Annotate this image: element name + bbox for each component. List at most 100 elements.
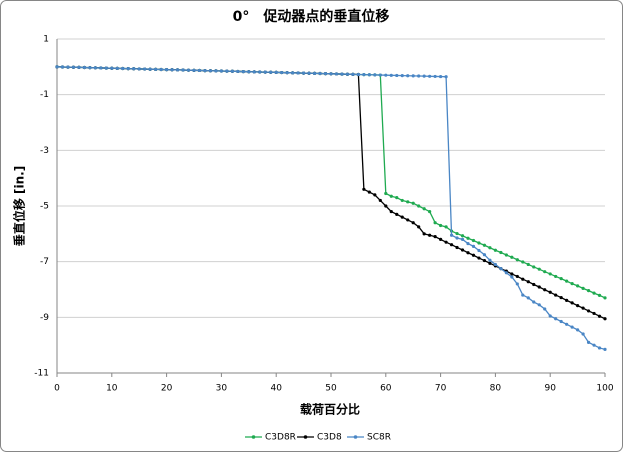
- series-marker: [384, 191, 388, 196]
- series-marker: [230, 69, 234, 73]
- series-marker: [417, 225, 421, 229]
- series-marker: [82, 65, 86, 70]
- series-marker: [411, 201, 415, 205]
- series-marker: [378, 73, 382, 77]
- series-marker: [488, 261, 492, 265]
- series-marker: [565, 298, 569, 302]
- series-marker: [389, 194, 393, 198]
- y-axis-title: 垂直位移 [in.]: [12, 166, 27, 246]
- y-tick-label: -11: [34, 369, 49, 379]
- series-marker: [471, 253, 476, 257]
- series-marker: [537, 267, 541, 271]
- series-marker: [570, 301, 574, 305]
- legend-marker: [303, 435, 308, 439]
- series-marker: [576, 328, 580, 332]
- series-marker: [565, 279, 569, 283]
- x-tick-label: 10: [106, 384, 118, 394]
- series-marker: [417, 204, 421, 208]
- series-marker: [384, 204, 388, 208]
- series-marker: [181, 68, 185, 72]
- series-marker: [493, 248, 497, 252]
- x-tick-label: 50: [325, 384, 337, 394]
- series-marker: [428, 233, 432, 237]
- series-marker: [570, 325, 574, 329]
- series-marker: [422, 207, 426, 211]
- series-marker: [499, 250, 503, 255]
- series-marker: [384, 73, 388, 77]
- series-marker: [362, 187, 366, 191]
- series-marker: [526, 280, 530, 284]
- series-marker: [521, 293, 525, 297]
- series-marker: [236, 69, 240, 74]
- series-marker: [143, 67, 147, 71]
- series-marker: [154, 67, 158, 71]
- series-marker: [340, 72, 344, 76]
- x-tick-label: 90: [544, 384, 556, 394]
- x-tick-label: 0: [54, 384, 60, 394]
- series-marker: [532, 300, 536, 304]
- series-marker: [323, 72, 328, 76]
- series-marker: [104, 66, 108, 70]
- series-marker: [159, 67, 163, 72]
- x-tick-label: 40: [270, 384, 282, 394]
- series-marker: [466, 236, 470, 240]
- series-marker: [373, 73, 377, 77]
- series-marker: [592, 311, 596, 316]
- series-marker: [99, 66, 103, 70]
- series-marker: [510, 275, 514, 279]
- series-marker: [428, 209, 432, 214]
- series-marker: [504, 253, 508, 257]
- series-marker: [433, 74, 437, 79]
- series-marker: [433, 235, 437, 239]
- series-marker: [504, 271, 508, 275]
- series-marker: [548, 314, 552, 318]
- series-marker: [559, 277, 563, 281]
- series-marker: [586, 289, 591, 293]
- series-marker: [460, 237, 465, 241]
- y-tick-label: -3: [40, 146, 49, 156]
- series-marker: [258, 70, 262, 74]
- series-marker: [148, 67, 152, 71]
- series-marker: [532, 265, 536, 269]
- series-marker: [521, 260, 525, 264]
- y-tick-label: 1: [43, 35, 49, 45]
- series-marker: [576, 304, 580, 308]
- series-marker: [121, 66, 125, 71]
- series-marker: [280, 70, 284, 75]
- series-marker: [554, 293, 558, 297]
- series-marker: [515, 274, 519, 279]
- series-marker: [477, 241, 481, 245]
- y-tick-label: -1: [40, 90, 49, 100]
- series-marker: [192, 68, 196, 72]
- series-marker: [241, 69, 245, 74]
- series-marker: [263, 70, 267, 74]
- series-marker: [576, 284, 580, 288]
- series-marker: [515, 282, 519, 286]
- series-marker: [132, 67, 136, 71]
- series-marker: [526, 262, 530, 267]
- series-marker: [373, 193, 377, 197]
- series-marker: [252, 70, 256, 74]
- chart-title: 0° 促动器点的垂直位移: [233, 8, 390, 25]
- series-marker: [466, 241, 470, 246]
- series-marker: [471, 244, 476, 248]
- series-marker: [77, 65, 81, 69]
- series-marker: [543, 270, 547, 274]
- y-tick-label: -5: [40, 202, 49, 212]
- series-marker: [367, 73, 371, 77]
- series-marker: [543, 307, 547, 311]
- series-marker: [515, 258, 519, 262]
- series-marker: [439, 223, 443, 228]
- series-marker: [422, 232, 426, 236]
- series-marker: [395, 73, 399, 78]
- series-marker: [208, 69, 213, 73]
- series-marker: [482, 253, 487, 257]
- x-tick-label: 70: [435, 384, 447, 394]
- series-marker: [482, 243, 487, 247]
- series-marker: [88, 66, 92, 70]
- series-marker: [444, 225, 448, 229]
- series-marker: [203, 68, 207, 73]
- series-marker: [362, 73, 366, 77]
- series-marker: [521, 277, 525, 281]
